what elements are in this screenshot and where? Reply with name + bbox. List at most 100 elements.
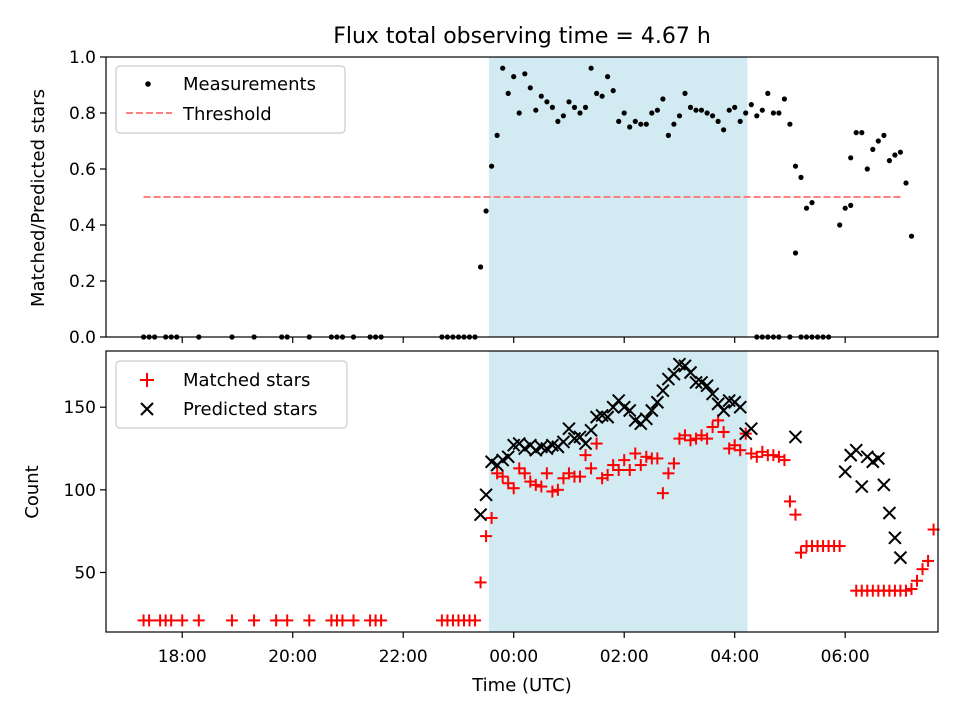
measurement-point [605, 74, 611, 80]
predicted-star-point [683, 365, 698, 380]
matched-star-point [507, 482, 520, 495]
matched-star-point [734, 444, 747, 457]
x-tick-label: 06:00 [821, 647, 870, 667]
measurement-point [710, 113, 716, 119]
matched-star-point [248, 614, 261, 627]
measurement-point [571, 104, 578, 110]
x-tick-label: 22:00 [379, 647, 428, 667]
measurement-point [649, 110, 655, 116]
bottom-panel: 50 100 150 18:00 20:00 22:00 00:00 02:00 04:00 0… [22, 350, 940, 696]
measurements-legend-marker [145, 81, 151, 87]
measurement-point [776, 110, 782, 116]
bottom-legend: Matched stars Predicted stars [115, 360, 348, 429]
matched-star-point [662, 467, 675, 480]
predicted-star-point [871, 451, 886, 466]
measurement-point [599, 93, 605, 99]
predicted-star-point [656, 383, 670, 398]
measurement-point [837, 222, 843, 228]
predicted-star-point [623, 403, 637, 418]
measurement-point [478, 264, 484, 270]
predicted-star-point [882, 506, 897, 520]
top-y-tick-label: 0.2 [69, 272, 96, 292]
matched-star-point [496, 470, 509, 483]
bottom-x-ticks: 18:00 20:00 22:00 00:00 02:00 04:00 06:00 [158, 632, 870, 667]
measurement-point [715, 118, 721, 124]
matched-star-point [783, 495, 796, 508]
matched-star-point [684, 434, 697, 447]
matched-star-point [794, 546, 807, 559]
predicted-star-point [877, 478, 891, 492]
measurement-point [671, 121, 677, 127]
matched-star-point [899, 584, 912, 597]
measurement-point [693, 107, 699, 113]
matched-star-point [192, 614, 205, 627]
matched-star-point [540, 467, 553, 480]
matched-stars-legend-marker [140, 373, 154, 387]
matched-star-point [640, 450, 653, 463]
matched-star-point [535, 480, 548, 493]
measurement-point [737, 118, 743, 124]
matched-star-point [347, 614, 360, 627]
measurement-point [726, 107, 732, 113]
threshold-legend-label: Threshold [182, 104, 272, 125]
predicted-star-point [849, 443, 863, 457]
matched-star-point [336, 614, 349, 627]
predicted-star-point [562, 421, 576, 436]
matched-star-point [529, 478, 542, 491]
measurement-point [704, 110, 710, 116]
measurement-point [848, 202, 854, 208]
matched-star-point [551, 483, 564, 496]
matched-star-point [911, 574, 924, 587]
top-y-tick-label: 1.0 [69, 48, 96, 68]
matched-star-point [574, 470, 587, 483]
matched-star-point [518, 467, 531, 480]
predicted-star-point [716, 403, 731, 418]
measurement-point [743, 110, 749, 116]
predicted-star-point [744, 421, 758, 436]
predicted-star-point [705, 387, 720, 401]
matched-star-point [634, 459, 647, 472]
matched-star-point [143, 614, 156, 627]
predicted-star-point [667, 367, 681, 381]
measurement-point [549, 104, 556, 110]
measurement-point [494, 132, 500, 138]
matched-star-point [469, 614, 482, 627]
measurement-point [610, 88, 616, 94]
measurement-point [544, 99, 550, 105]
bottom-y-tick-label: 50 [74, 563, 96, 583]
measurement-point [881, 132, 887, 138]
matched-star-point [375, 614, 388, 627]
matched-star-point [303, 614, 316, 627]
predicted-star-point [473, 507, 488, 522]
measurement-point [489, 163, 495, 169]
measurement-point [522, 71, 528, 77]
measurement-point [908, 233, 915, 239]
predicted-star-point [639, 412, 654, 426]
predicted-star-point [578, 436, 593, 451]
measurement-point [886, 158, 893, 164]
matched-star-point [667, 457, 680, 470]
predicted-stars-legend-label: Predicted stars [183, 399, 317, 420]
matched-star-point [701, 432, 714, 445]
measurement-point [754, 113, 760, 119]
measurement-point [660, 96, 666, 102]
matched-star-point [789, 508, 802, 521]
measurement-point [698, 107, 705, 113]
matched-star-point [281, 614, 294, 627]
measurement-point [721, 127, 727, 133]
top-x-ticks [181, 337, 846, 343]
measurement-point [533, 107, 539, 113]
measurement-point [627, 124, 633, 130]
predicted-star-point [584, 423, 598, 438]
x-tick-label: 18:00 [158, 647, 207, 667]
measurement-point [638, 121, 644, 127]
measurement-point [787, 121, 793, 127]
measurement-point [594, 90, 600, 96]
matched-star-point [922, 554, 935, 567]
measurement-point [848, 155, 854, 161]
measurement-point [560, 113, 567, 119]
matched-star-point [706, 421, 719, 434]
matched-star-point [651, 452, 664, 465]
matched-star-point [623, 464, 636, 477]
matched-star-point [485, 511, 498, 524]
